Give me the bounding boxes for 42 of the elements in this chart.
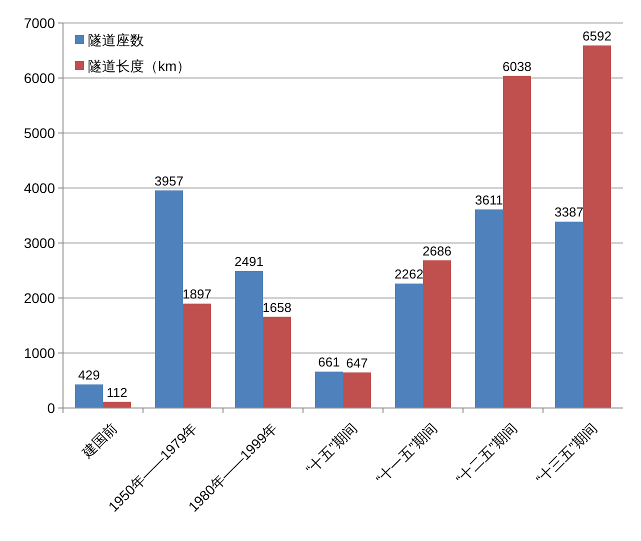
- y-tick-label: 4000: [24, 180, 56, 196]
- data-label: 647: [346, 355, 368, 370]
- bar: [183, 304, 211, 408]
- data-label: 112: [106, 384, 128, 400]
- bar: [155, 190, 183, 408]
- legend-label: 隧道长度（km）: [88, 58, 191, 74]
- data-label: 1658: [262, 300, 292, 315]
- data-label: 2491: [234, 254, 264, 269]
- data-label: 661: [318, 354, 340, 370]
- bar: [235, 270, 263, 408]
- data-label: 1897: [182, 286, 212, 302]
- y-tick-label: 2000: [24, 290, 56, 306]
- bar: [475, 209, 503, 408]
- bar: [583, 45, 611, 408]
- y-tick-label: 5000: [24, 124, 56, 141]
- bar: [395, 284, 423, 408]
- y-tick-label: 6000: [24, 70, 56, 86]
- data-label: 6592: [582, 28, 612, 44]
- data-label: 429: [78, 367, 100, 382]
- y-tick-label: 0: [47, 400, 56, 416]
- x-tick-label: “十三五”期间: [532, 420, 600, 488]
- x-tick-label: “十五”期间: [302, 420, 360, 478]
- x-tick-label: “十二五”期间: [452, 420, 520, 488]
- data-label: 6038: [502, 58, 532, 74]
- data-label: 2262: [394, 266, 424, 282]
- bar: [75, 384, 103, 408]
- bar: [503, 76, 531, 408]
- data-label: 3957: [154, 173, 184, 188]
- bar: [343, 372, 371, 408]
- data-label: 3387: [554, 204, 584, 220]
- bar: [555, 222, 583, 408]
- y-tick-label: 1000: [24, 344, 56, 361]
- y-tick-label: 7000: [24, 14, 56, 31]
- bar: [315, 372, 343, 408]
- data-label: 3611: [475, 192, 503, 208]
- bar: [423, 260, 451, 408]
- y-tick-label: 3000: [24, 234, 56, 251]
- data-label: 2686: [422, 243, 452, 258]
- x-tick-label: 建国前: [78, 420, 120, 462]
- bar: [263, 316, 291, 408]
- legend-label: 隧道座数: [88, 32, 144, 48]
- x-tick-label: “十一五”期间: [372, 420, 440, 488]
